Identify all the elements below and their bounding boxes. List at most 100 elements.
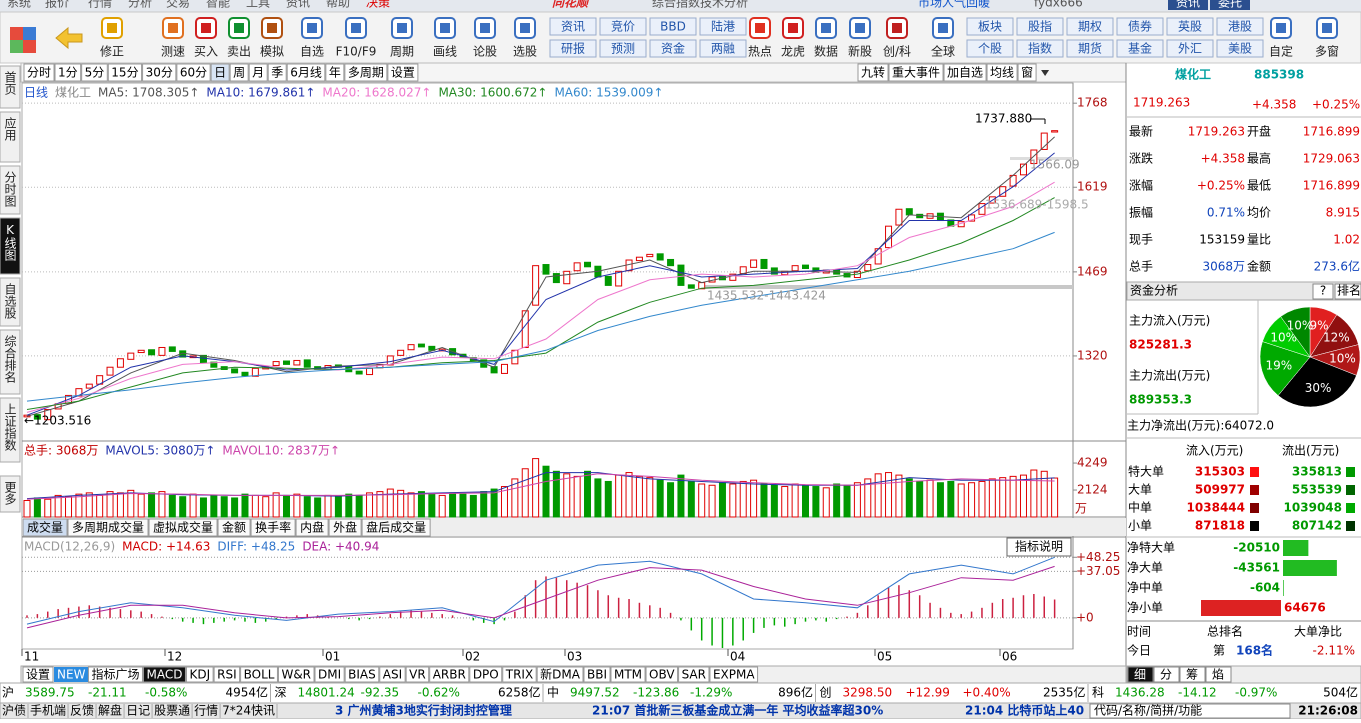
toolbar-button-label[interactable]: 两融 <box>711 42 735 56</box>
toolbar-button[interactable] <box>1216 39 1264 58</box>
toolbar-button[interactable] <box>1116 17 1164 36</box>
indicator-tab[interactable] <box>240 666 278 683</box>
indicator-tab[interactable] <box>678 666 710 683</box>
toolbar-button-label[interactable]: 板块 <box>978 20 1002 34</box>
top-button-label[interactable]: 委托 <box>1218 0 1242 10</box>
indicator-tab[interactable] <box>54 667 89 682</box>
period-button[interactable] <box>344 63 388 82</box>
toolbar-label[interactable]: 新股 <box>848 44 872 59</box>
volume-tab-label[interactable]: 金额 <box>222 520 246 535</box>
period-button[interactable] <box>248 63 268 82</box>
indicator-tab[interactable] <box>536 666 584 683</box>
volume-tab[interactable] <box>295 518 329 537</box>
period-label[interactable]: 1分 <box>58 66 78 80</box>
period-button[interactable] <box>325 63 345 82</box>
menu-item[interactable]: 报价 <box>45 0 69 10</box>
volume-tab-label[interactable]: 盘后成交量 <box>366 520 426 535</box>
indicator-tab[interactable] <box>405 666 430 683</box>
indicator-tab[interactable] <box>87 666 143 683</box>
toolbar-button-label[interactable]: BBD <box>660 20 686 34</box>
indicator-tab[interactable] <box>213 666 241 683</box>
panel-tab[interactable] <box>1179 666 1206 683</box>
help-button-label[interactable]: 指标说明 <box>1015 539 1063 554</box>
top-button-label[interactable]: 资讯 <box>1176 0 1200 10</box>
indicator-tab[interactable] <box>379 666 406 683</box>
toolbar-button[interactable] <box>649 39 697 58</box>
chart-tool-label[interactable]: 九转 <box>861 65 885 80</box>
toolbar-label[interactable]: 选股 <box>513 45 537 59</box>
period-button[interactable] <box>267 63 287 82</box>
period-button[interactable] <box>81 63 108 82</box>
side-tab[interactable] <box>0 475 21 513</box>
toolbar-button[interactable] <box>549 39 597 58</box>
chart-tool[interactable] <box>943 63 987 82</box>
indicator-tab-label[interactable]: ASI <box>383 668 402 682</box>
toolbar-label[interactable]: 全球 <box>931 44 955 59</box>
indicator-tab-label[interactable]: BIAS <box>348 668 376 682</box>
period-label[interactable]: 多周期 <box>348 66 384 80</box>
status-item[interactable]: 解盘 <box>98 703 122 718</box>
fund-rank[interactable]: 排名 <box>1337 283 1361 298</box>
period-label[interactable]: 年 <box>329 66 341 80</box>
toolbar-button-label[interactable]: 资金 <box>661 41 685 56</box>
indicator-tab[interactable] <box>469 666 503 683</box>
volume-tab[interactable] <box>22 518 68 537</box>
top-button[interactable] <box>1168 0 1208 10</box>
toolbar-button[interactable] <box>649 17 697 36</box>
period-button[interactable] <box>107 63 143 82</box>
side-tab[interactable] <box>0 165 21 215</box>
period-button[interactable] <box>229 63 249 82</box>
status-item[interactable]: 日记 <box>126 704 150 718</box>
indicator-tab[interactable] <box>277 666 315 683</box>
side-tab[interactable] <box>0 217 21 275</box>
period-label[interactable]: 周 <box>233 66 245 80</box>
news-ticker[interactable]: 21:07 首批新三板基金成立满一年 平均收益率超30% <box>592 703 883 718</box>
volume-tab[interactable] <box>67 518 149 537</box>
period-button[interactable] <box>387 63 419 82</box>
panel-tab-label[interactable]: 分 <box>1160 668 1172 682</box>
toolbar-button-label[interactable]: 期货 <box>1078 41 1102 56</box>
indicator-tab-label[interactable]: W&R <box>281 668 311 682</box>
volume-tab[interactable] <box>361 518 431 537</box>
volume-tab-label[interactable]: 多周期成交量 <box>72 520 144 535</box>
chart-tool-label[interactable]: 窗 <box>1021 66 1033 80</box>
indicator-tab-label[interactable]: DMI <box>318 668 341 682</box>
toolbar-button[interactable] <box>699 17 747 36</box>
panel-tab-label[interactable]: 细 <box>1134 668 1146 682</box>
period-label[interactable]: 60分 <box>180 66 207 80</box>
toolbar-button[interactable] <box>549 17 597 36</box>
indicator-tab[interactable] <box>314 666 345 683</box>
period-label[interactable]: 设置 <box>391 66 415 80</box>
toolbar-button[interactable] <box>966 17 1014 36</box>
toolbar-button-label[interactable]: 债券 <box>1128 19 1152 34</box>
status-item[interactable]: 沪债 <box>2 704 26 718</box>
top-button[interactable] <box>1210 0 1250 10</box>
toolbar-button[interactable] <box>1016 39 1064 58</box>
menu-item[interactable]: 工具 <box>246 0 270 10</box>
volume-tab[interactable] <box>148 518 218 537</box>
side-tab-label[interactable]: 应用 <box>3 116 17 142</box>
toolbar-label[interactable]: 自选 <box>300 45 324 59</box>
toolbar-button[interactable] <box>966 39 1014 58</box>
toolbar-button-label[interactable]: 基金 <box>1128 41 1152 56</box>
volume-tab[interactable] <box>217 518 251 537</box>
side-tab-label[interactable]: 自选股 <box>3 283 17 320</box>
toolbar-button-label[interactable]: 外汇 <box>1178 42 1202 56</box>
chart-tool[interactable] <box>888 63 944 82</box>
indicator-tab[interactable] <box>22 666 54 683</box>
period-button[interactable] <box>54 63 82 82</box>
toolbar-label[interactable]: 多窗 <box>1315 45 1339 59</box>
status-item[interactable]: 反馈 <box>70 704 94 718</box>
indicator-tab-label[interactable]: MACD <box>146 668 182 682</box>
volume-tab-label[interactable]: 外盘 <box>333 520 357 535</box>
toolbar-button-label[interactable]: 竞价 <box>611 20 635 34</box>
indicator-tab-label[interactable]: VR <box>409 668 426 682</box>
news-ticker[interactable]: 21:04 比特币站上40 <box>965 703 1084 718</box>
toolbar-button-label[interactable]: 陆港 <box>711 19 735 34</box>
period-label[interactable]: 6月线 <box>290 66 322 80</box>
side-tab-label[interactable]: 分时图 <box>3 171 17 207</box>
indicator-tab[interactable] <box>502 666 537 683</box>
menu-item[interactable]: 资讯 <box>286 0 310 10</box>
side-tab-label[interactable]: K线图 <box>3 223 17 261</box>
toolbar-label[interactable]: 测速 <box>161 45 185 59</box>
